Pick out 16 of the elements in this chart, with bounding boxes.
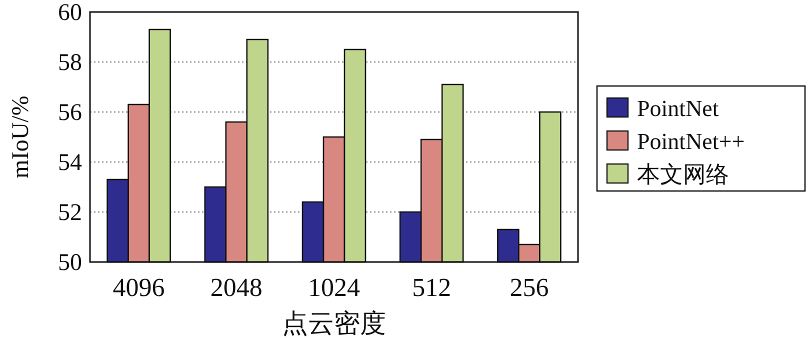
y-tick-label: 58: [58, 50, 82, 76]
x-tick-label: 512: [412, 273, 452, 302]
y-tick-label: 52: [58, 200, 82, 226]
legend-label: 本文网络: [637, 162, 729, 187]
y-tick-label: 60: [58, 0, 82, 26]
legend-label: PointNet++: [637, 129, 745, 154]
y-tick-label: 54: [58, 150, 82, 176]
x-tick-label: 2048: [210, 273, 262, 302]
x-tick-label: 1024: [308, 273, 360, 302]
x-tick-label: 256: [510, 273, 549, 302]
x-tick-label: 4096: [112, 273, 165, 302]
y-tick-label: 50: [58, 250, 82, 276]
y-tick-label: 56: [58, 100, 82, 126]
x-axis-title: 点云密度: [282, 309, 386, 338]
y-axis-title: mIoU/%: [8, 96, 34, 178]
legend-label: PointNet: [637, 96, 720, 121]
